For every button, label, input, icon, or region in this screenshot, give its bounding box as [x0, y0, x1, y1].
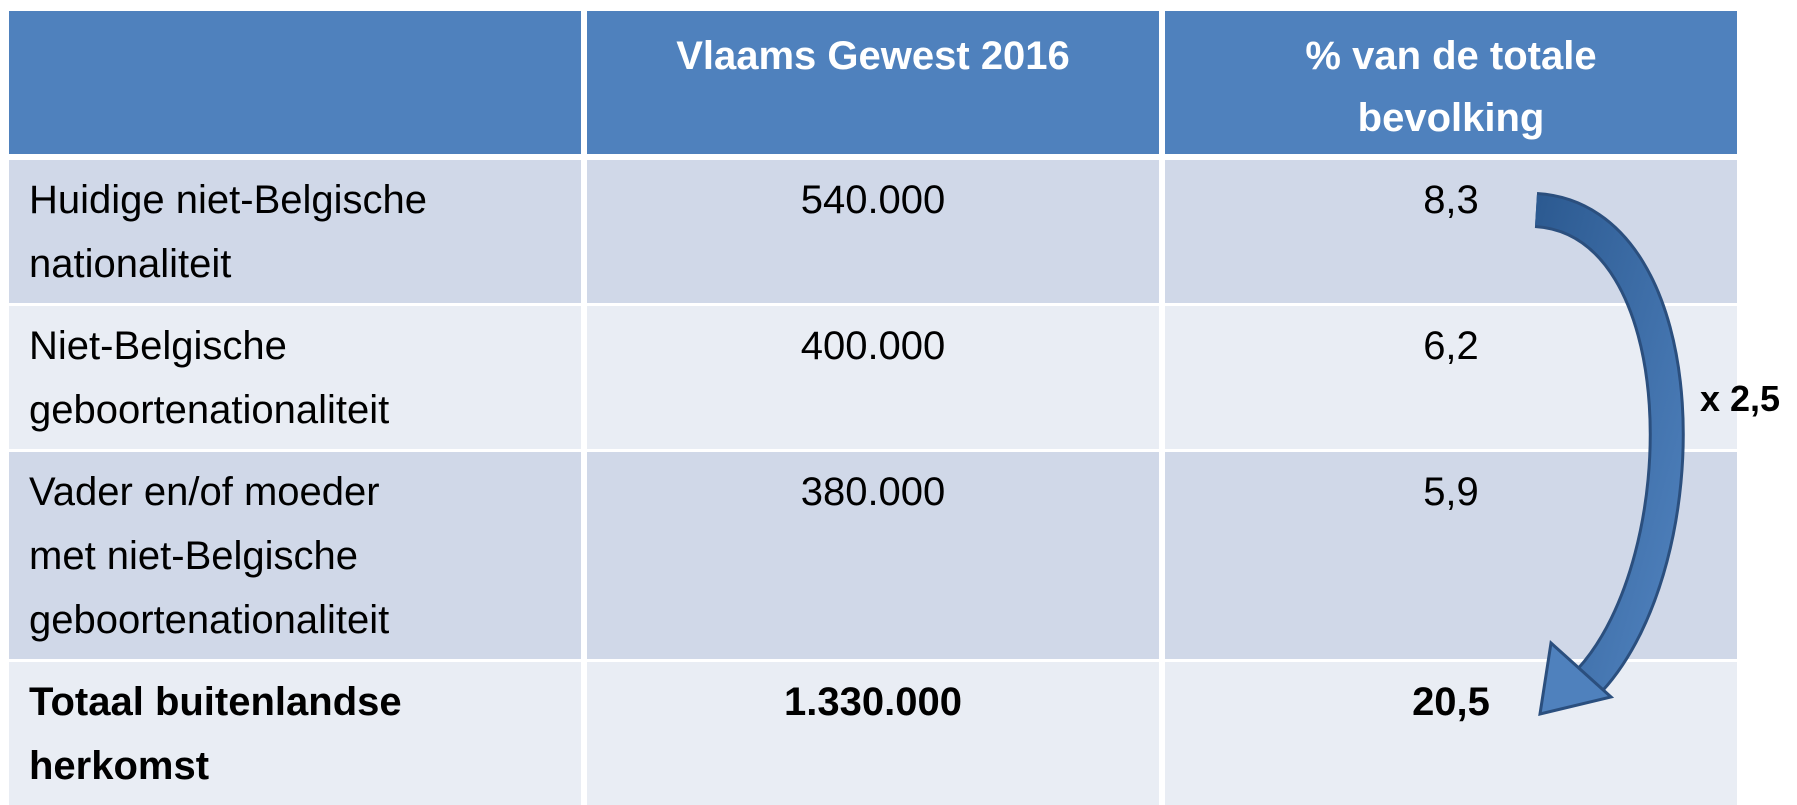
arrow-head: [1538, 640, 1615, 716]
header-cell: [9, 11, 581, 154]
text-line: % van de totale: [1305, 34, 1597, 78]
count-cell: 400.000: [587, 306, 1159, 449]
text-line: herkomst: [29, 744, 210, 788]
annotation: x 2,5: [1700, 378, 1781, 419]
text-line: nationaliteit: [29, 242, 232, 286]
text-line: geboortenationaliteit: [29, 388, 390, 432]
arrow-body: [1534, 195, 1682, 691]
count-cell: 380.000: [587, 452, 1159, 659]
text-line: met niet-Belgische: [29, 534, 359, 578]
text-line: Huidige niet-Belgische: [29, 178, 428, 222]
row-label: Niet-Belgische geboortenationaliteit: [9, 306, 581, 449]
percent-cell: 20,5: [1165, 662, 1737, 805]
text-line: geboortenationaliteit: [29, 598, 390, 642]
count-cell: 1.330.000: [587, 662, 1159, 805]
text-line: bevolking: [1357, 96, 1545, 140]
text-line: Totaal buitenlandse: [29, 680, 402, 724]
count-cell: 540.000: [587, 160, 1159, 303]
text-line: Niet-Belgische: [29, 324, 287, 368]
text-line: Vader en/of moeder: [29, 470, 380, 514]
header-cell: % van de totale bevolking: [1165, 11, 1737, 154]
header-cell: Vlaams Gewest 2016: [587, 11, 1159, 154]
row-label: Totaal buitenlandse herkomst: [9, 662, 581, 805]
row-label: Huidige niet-Belgische nationaliteit: [9, 160, 581, 303]
row-label: Vader en/of moeder met niet-Belgische gebo…: [9, 452, 581, 659]
